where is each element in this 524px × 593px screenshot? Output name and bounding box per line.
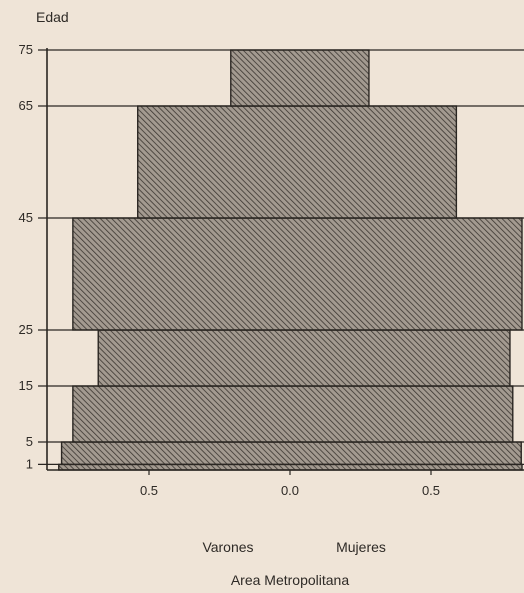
y-tick-label-65: 65 [19, 98, 33, 113]
bar-age-5-15 [72, 385, 514, 443]
x-tick-label-1: 0.0 [281, 483, 299, 498]
x-tick-label-0: 0.5 [140, 483, 158, 498]
y-axis-label: Edad [36, 9, 69, 25]
bar-age-25-45 [72, 217, 523, 331]
bars-layer [58, 49, 523, 471]
y-tick-label-15: 15 [19, 378, 33, 393]
bar-age-1-5 [60, 441, 522, 466]
y-tick-label-5: 5 [26, 434, 33, 449]
bar-age-15-25 [97, 329, 511, 387]
right-side-label: Mujeres [336, 539, 386, 555]
bar-age-45-65 [137, 105, 458, 219]
y-tick-label-1: 1 [26, 456, 33, 471]
y-tick-label-75: 75 [19, 42, 33, 57]
bar-age-0-1 [58, 463, 523, 471]
x-tick-label-2: 0.5 [422, 483, 440, 498]
y-tick-label-25: 25 [19, 322, 33, 337]
left-side-label: Varones [202, 539, 253, 555]
bar-age-65-75 [230, 49, 370, 107]
y-tick-label-45: 45 [19, 210, 33, 225]
chart-caption: Area Metropolitana [231, 572, 350, 588]
